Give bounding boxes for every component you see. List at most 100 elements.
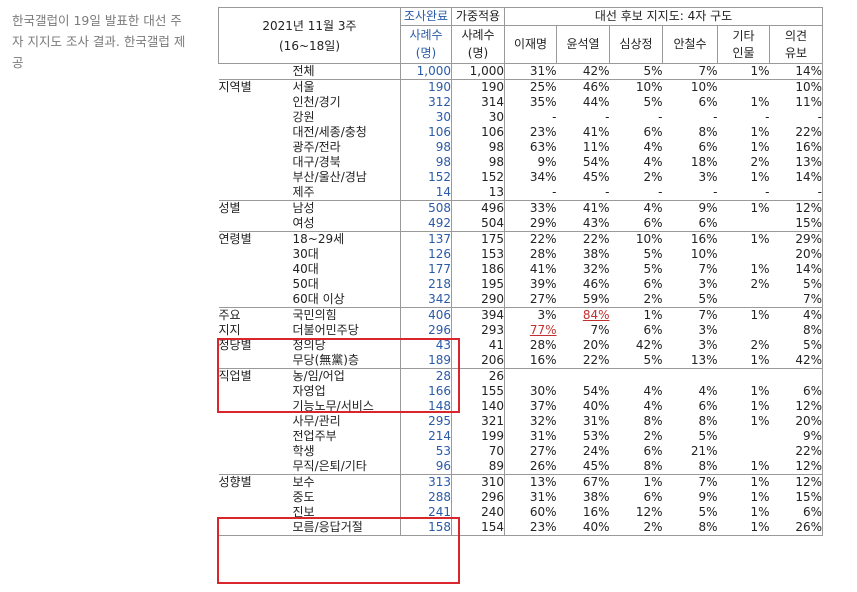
- table-row: 중도 288 296 31% 38% 6% 9% 1% 15%: [219, 490, 823, 505]
- percent-cell: 7%: [662, 307, 718, 323]
- percent-cell: 13%: [769, 155, 823, 170]
- weighted-count-cell: 195: [451, 277, 505, 292]
- weighted-count-cell: 89: [451, 459, 505, 475]
- percent-cell: 5%: [769, 338, 823, 353]
- percent-cell: 8%: [698, 414, 718, 428]
- sample-count-cell: 177: [400, 262, 452, 277]
- table-row: 성향별 보수 313 310 13% 67% 1% 7% 1% 12%: [218, 474, 823, 490]
- percent-cell: -: [658, 110, 663, 124]
- sample-count-cell: 312: [400, 95, 452, 110]
- group-cell: [219, 353, 293, 369]
- weighted-count-cell: 296: [451, 490, 505, 505]
- percent-cell: 60%: [504, 505, 557, 520]
- subgroup-cell: 대전/세종/충청: [292, 125, 367, 139]
- percent-cell: -: [504, 185, 557, 201]
- done-header: 조사완료: [400, 7, 452, 26]
- percent-cell: 7%: [698, 262, 718, 276]
- percent-cell: 45%: [582, 459, 610, 473]
- sample-count-cell: 106: [400, 125, 452, 140]
- subgroup-cell: 대구/경북: [292, 155, 341, 169]
- sample-count-cell: 98: [400, 155, 452, 170]
- percent-cell: 22%: [582, 353, 610, 367]
- percent-cell: [504, 368, 557, 384]
- percent-cell: 11%: [769, 95, 823, 110]
- sample-count-cell: 152: [400, 170, 452, 185]
- percent-cell: 42%: [635, 338, 663, 352]
- percent-cell: 46%: [582, 277, 610, 291]
- percent-cell: 37%: [504, 399, 557, 414]
- sample-count-cell: 218: [400, 277, 452, 292]
- table-row: 제주 14 13- - - - - -: [219, 185, 823, 201]
- sample-count-cell: 137: [400, 231, 452, 247]
- candidate-0: 이재명: [504, 25, 557, 64]
- percent-cell: 26%: [769, 520, 823, 536]
- subgroup-cell: 부산/울산/경남: [292, 170, 367, 184]
- table-row: 30대 126 153 28% 38% 5% 10% 20%: [219, 247, 823, 262]
- percent-cell: 59%: [582, 292, 610, 306]
- percent-cell: 9%: [504, 155, 557, 170]
- percent-cell: 16%: [582, 505, 610, 519]
- sample-count-cell: 43: [400, 338, 452, 353]
- weighted-count-cell: 321: [451, 414, 505, 429]
- percent-cell: 9%: [698, 490, 718, 504]
- percent-cell: 16%: [769, 140, 823, 155]
- percent-cell: 23%: [504, 520, 557, 536]
- percent-cell: 22%: [556, 231, 610, 247]
- subgroup-cell: 전체: [292, 63, 401, 80]
- group-cell: [219, 277, 293, 292]
- weighted-count-cell: 98: [451, 155, 505, 170]
- percent-cell: [609, 368, 663, 384]
- percent-cell: 14%: [769, 170, 823, 185]
- percent-cell: 2%: [750, 155, 770, 169]
- percent-cell: 10%: [609, 79, 663, 95]
- weighted-count-cell: 26: [451, 368, 505, 384]
- percent-cell: 40%: [582, 399, 610, 413]
- group-cell: [219, 414, 293, 429]
- subgroup-cell: 학생: [292, 444, 315, 458]
- poll-results-table: 2021년 11월 3주 (16~18일) 조사완료 가중적용 대선 후보 지지…: [218, 7, 823, 536]
- percent-cell: 22%: [769, 444, 823, 459]
- percent-cell: 3%: [698, 323, 718, 337]
- sample-count-cell: 1,000: [400, 63, 452, 80]
- percent-cell: 28%: [504, 338, 557, 353]
- subgroup-cell: 국민의힘: [292, 307, 401, 323]
- percent-cell: 20%: [769, 247, 823, 262]
- group-cell: 연령별: [218, 231, 293, 247]
- percent-cell: 2%: [750, 277, 770, 291]
- percent-cell: 6%: [698, 399, 718, 413]
- weighted-count-cell: 175: [451, 231, 505, 247]
- table-row: 무당(無黨)층 189 206 16% 22% 5% 13% 1% 42%: [219, 353, 823, 369]
- sample-count-cell: 492: [400, 216, 452, 232]
- table-row: 지지 더불어민주당 296 293 77% 7% 6% 3% 8%: [219, 323, 823, 338]
- percent-cell: 38%: [582, 247, 610, 261]
- done-sub1: 사례수: [400, 25, 452, 45]
- subgroup-cell: 광주/전라: [292, 140, 341, 154]
- subgroup-cell: 정의당: [292, 338, 326, 352]
- percent-cell: 1%: [717, 520, 770, 536]
- percent-cell: 84%: [556, 307, 610, 323]
- percent-cell: 1%: [717, 474, 770, 490]
- percent-cell: 1%: [750, 384, 770, 398]
- group-cell: [219, 292, 293, 308]
- percent-cell: 38%: [582, 490, 610, 504]
- percent-cell: 6%: [643, 444, 663, 458]
- percent-cell: 39%: [504, 277, 557, 292]
- subgroup-cell: 무당(無黨)층: [292, 353, 359, 367]
- subgroup-cell: 전업주부: [292, 429, 337, 443]
- sample-count-cell: 342: [400, 292, 452, 308]
- table-row: 전체 1,000 1,000 31% 42% 5% 7% 1% 14%: [218, 63, 823, 80]
- percent-cell: 5%: [643, 353, 663, 367]
- table-row: 기능노무/서비스 148 140 37% 40% 4% 6% 1% 12%: [219, 399, 823, 414]
- percent-cell: 1%: [750, 125, 770, 139]
- percent-cell: -: [605, 110, 610, 124]
- percent-cell: 28%: [504, 247, 557, 262]
- weighted-header: 가중적용: [451, 7, 505, 26]
- subgroup-cell: 서울: [292, 79, 401, 95]
- sample-count-cell: 295: [400, 414, 452, 429]
- group-cell: 지지: [218, 323, 241, 337]
- weighted-count-cell: 152: [451, 170, 505, 185]
- sample-count-cell: 98: [400, 140, 452, 155]
- percent-cell: 1%: [750, 459, 770, 473]
- sample-count-cell: 126: [400, 247, 452, 262]
- percent-cell: 2%: [643, 429, 663, 443]
